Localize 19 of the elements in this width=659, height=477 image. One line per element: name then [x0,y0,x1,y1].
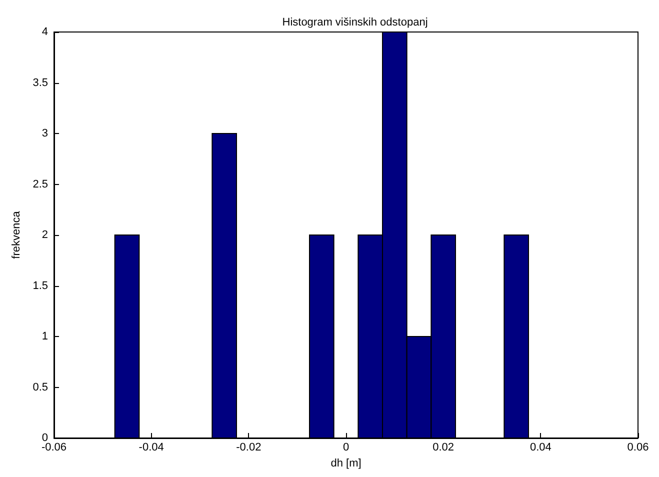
y-axis-title: frekvenca [10,210,22,259]
y-tick-label: 1.5 [32,280,48,292]
y-tick-label: 0 [42,432,48,444]
x-tick-label: -0.06 [41,442,67,454]
y-tick-label: 0.5 [32,381,48,394]
y-tick-label: 2.5 [32,178,48,190]
x-axis-title: dh [m] [330,458,362,470]
y-tick-label: 2 [42,229,48,241]
y-tick-label: 1 [42,330,48,342]
x-tick-label: -0.02 [236,442,262,454]
x-tick-label: -0.04 [138,442,164,454]
x-tick-label: 0.02 [432,442,454,454]
x-tick-label: 0 [342,442,350,454]
y-tick-label: 3 [42,128,48,140]
y-tick-label: 3.5 [32,76,48,89]
y-tick-label: 4 [42,26,48,38]
x-tick-label: 0.06 [627,442,649,454]
chart-title: Histogram višinskih odstopanj [282,16,428,28]
x-tick-label: 0.04 [530,442,552,454]
